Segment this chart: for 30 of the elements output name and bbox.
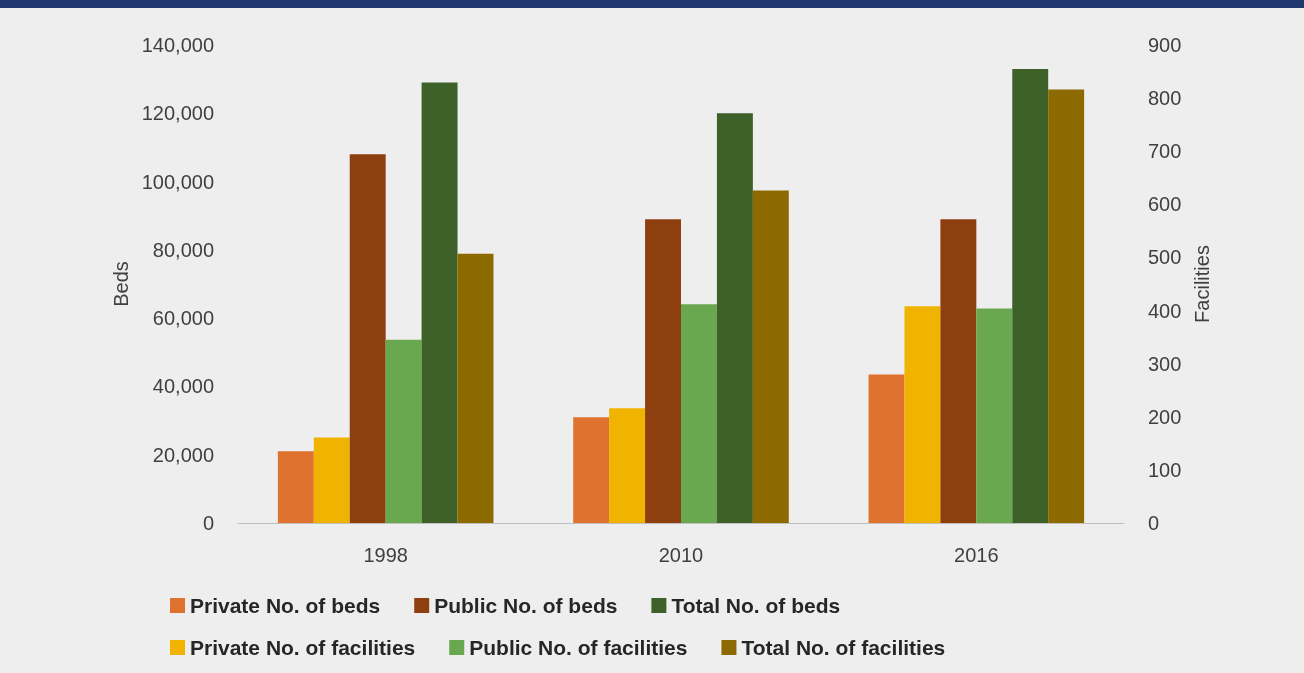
y2-tick-label: 0 (1148, 512, 1160, 534)
y2-tick-label: 100 (1148, 458, 1182, 481)
y2-tick-label: 600 (1148, 193, 1182, 216)
y-tick-label: 100,000 (141, 170, 214, 193)
x-tick-label: 1998 (363, 544, 408, 566)
x-tick-label: 2016 (954, 544, 999, 566)
y2-axis-title: Facilities (1191, 245, 1214, 323)
y2-tick-label: 700 (1148, 140, 1182, 163)
legend-label: Total No. of beds (671, 594, 841, 617)
y2-tick-label: 900 (1148, 34, 1182, 56)
y2-tick-label: 800 (1148, 87, 1182, 110)
y-tick-label: 20,000 (152, 443, 214, 466)
y-tick-label: 120,000 (141, 102, 214, 125)
y2-tick-label: 400 (1148, 299, 1182, 322)
y2-tick-label: 300 (1148, 352, 1182, 375)
y-tick-label: 0 (202, 512, 214, 534)
x-tick-label: 2010 (658, 544, 704, 566)
y2-tick-label: 500 (1148, 246, 1182, 269)
legend-label: Private No. of facilities (190, 636, 416, 659)
legend-label: Public No. of facilities (469, 636, 688, 659)
y-tick-label: 60,000 (152, 307, 214, 330)
y-tick-label: 40,000 (152, 375, 214, 398)
y2-tick-label: 200 (1148, 405, 1182, 428)
legend-label: Public No. of beds (434, 594, 618, 617)
legend-label: Private No. of beds (190, 594, 381, 617)
legend-label: Total No. of facilities (741, 636, 946, 659)
y-tick-label: 80,000 (152, 238, 214, 261)
y-tick-label: 140,000 (141, 34, 214, 56)
bar (349, 154, 386, 523)
y-axis-title: Beds (109, 261, 132, 307)
